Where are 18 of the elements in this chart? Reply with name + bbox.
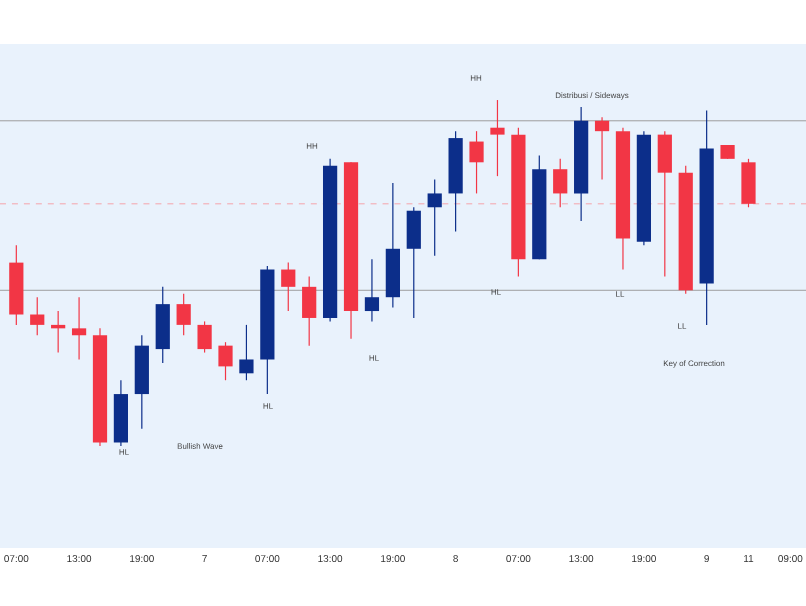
candlestick: [553, 158, 568, 208]
candlestick: [657, 130, 672, 278]
candlestick: [176, 293, 191, 336]
candlestick: [239, 324, 254, 381]
candlestick: [302, 275, 317, 347]
candlestick: [155, 286, 170, 364]
candlestick: [594, 116, 610, 181]
candlestick: [218, 341, 233, 381]
candlestick: [71, 296, 87, 361]
candlestick: [281, 262, 296, 312]
candlestick: [469, 130, 484, 195]
candlestick: [364, 258, 380, 323]
candlestick: [406, 206, 421, 319]
candlestick: [30, 296, 45, 336]
candlestick: [490, 99, 505, 177]
candlestick: [427, 178, 442, 257]
candlestick: [197, 320, 212, 354]
candlestick: [741, 158, 756, 208]
